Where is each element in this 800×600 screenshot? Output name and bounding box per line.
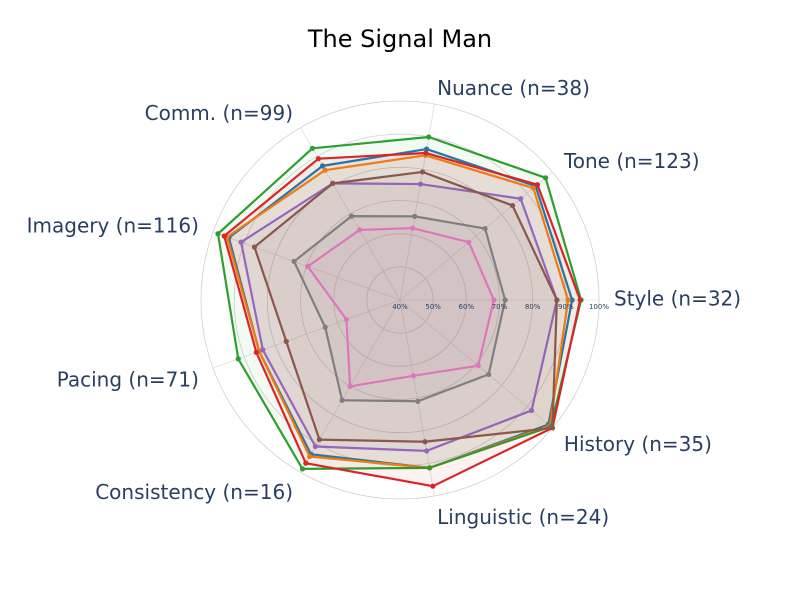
series-marker <box>410 225 416 231</box>
series-marker <box>486 371 492 378</box>
series-marker <box>356 227 363 233</box>
category-label: Tone (n=123) <box>563 149 700 173</box>
category-label: Imagery (n=116) <box>27 213 199 237</box>
r-tick-label: 40% <box>392 303 408 311</box>
series-marker <box>307 453 313 460</box>
series-marker <box>424 146 430 152</box>
series-marker <box>422 439 428 445</box>
series-marker <box>330 180 336 186</box>
series-area <box>216 135 583 470</box>
series-marker <box>322 324 328 330</box>
axis-line <box>399 299 435 497</box>
series-marker <box>291 258 297 265</box>
series-marker <box>348 213 355 219</box>
r-tick-label: 60% <box>459 303 475 311</box>
series-marker <box>423 150 429 156</box>
series-area <box>253 170 558 443</box>
series-marker <box>283 338 289 345</box>
category-label: Comm. (n=99) <box>145 101 293 125</box>
series-marker <box>319 163 326 169</box>
axis-line <box>212 299 401 369</box>
series-marker <box>251 244 258 250</box>
series-marker <box>305 263 311 270</box>
series-marker <box>415 398 421 404</box>
series-marker <box>482 225 488 232</box>
series-marker <box>238 239 244 245</box>
category-label: Style (n=32) <box>614 287 741 311</box>
r-tick-label: 100% <box>589 303 609 311</box>
series-marker <box>253 349 259 355</box>
series-marker <box>339 397 345 403</box>
series-marker <box>509 202 516 209</box>
series-marker <box>303 460 309 466</box>
series-marker <box>534 182 541 188</box>
axis-line <box>399 299 553 429</box>
series-marker <box>309 145 316 151</box>
category-label: History (n=35) <box>564 432 712 456</box>
series-marker <box>299 466 306 472</box>
series-marker <box>427 465 433 471</box>
category-label: Consistency (n=16) <box>95 480 293 504</box>
series-marker <box>424 448 430 454</box>
category-label: Linguistic (n=24) <box>437 505 609 529</box>
series-marker <box>235 356 241 362</box>
series-marker <box>343 316 349 323</box>
axis-line <box>399 171 553 301</box>
series-marker <box>315 156 322 162</box>
r-tick-label: 50% <box>425 303 441 311</box>
series-marker <box>565 297 571 303</box>
series-marker <box>412 213 418 219</box>
series-marker <box>549 425 556 431</box>
series-marker <box>221 233 227 239</box>
r-tick-label: 80% <box>525 303 541 311</box>
r-tick-label: 90% <box>558 303 574 311</box>
series-marker <box>518 196 524 202</box>
series-marker <box>312 443 319 450</box>
series-marker <box>347 383 353 390</box>
series-marker <box>322 167 328 173</box>
series-marker <box>417 181 424 187</box>
series-area <box>223 151 582 488</box>
series-area <box>239 182 558 453</box>
series-marker <box>529 407 535 414</box>
series-marker <box>419 169 426 175</box>
series-marker <box>426 134 432 140</box>
series-area <box>306 227 495 388</box>
series-marker <box>466 239 472 245</box>
series-marker <box>577 297 583 303</box>
series-marker <box>430 483 436 489</box>
series-marker <box>554 297 560 303</box>
chart-title: The Signal Man <box>307 25 492 53</box>
series-marker <box>502 297 508 303</box>
series-marker <box>316 436 323 443</box>
axis-line <box>300 127 401 301</box>
series-area <box>292 215 507 403</box>
series-marker <box>542 175 549 181</box>
series-marker <box>475 363 481 369</box>
series-marker <box>530 185 536 191</box>
category-label: Nuance (n=38) <box>437 76 590 100</box>
category-label: Pacing (n=71) <box>57 368 199 392</box>
series-marker <box>491 297 497 303</box>
series-marker <box>215 231 221 237</box>
series-marker <box>260 347 266 353</box>
r-tick-label: 70% <box>492 303 508 311</box>
series-marker <box>569 297 575 303</box>
series-marker <box>410 373 416 379</box>
